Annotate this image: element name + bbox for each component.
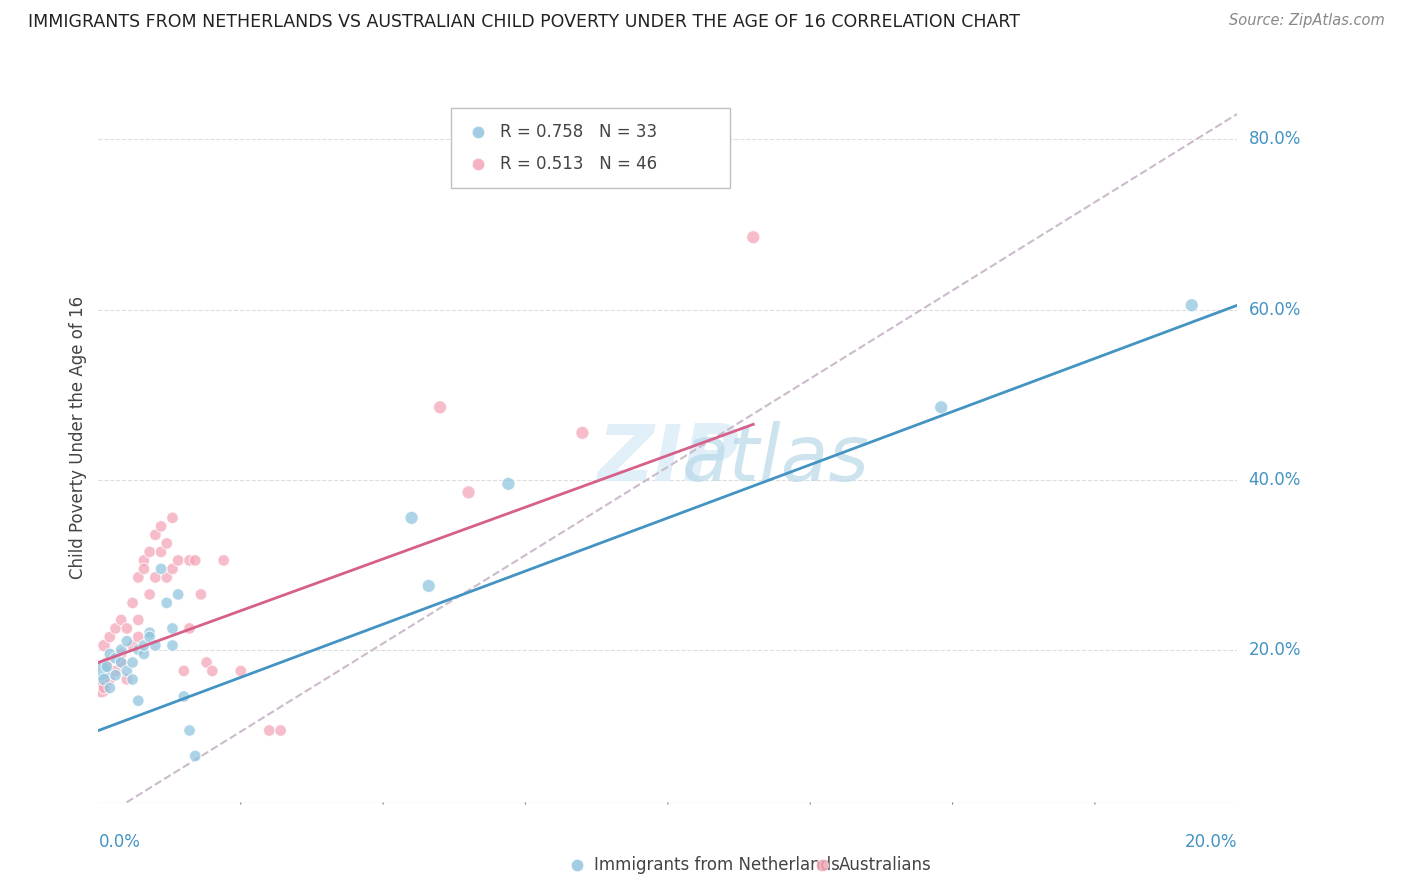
Point (156, 596, 179, 610)
Point (121, 656, 143, 670)
Point (571, 425, 593, 440)
Point (156, 570, 179, 584)
Point (98, 647, 121, 661)
Point (96, 659, 118, 673)
Point (138, 545, 160, 559)
Point (93, 681, 115, 695)
Point (1181, 298, 1204, 312)
Point (121, 596, 143, 610)
Point (742, 230, 765, 244)
Text: R = 0.758   N = 33: R = 0.758 N = 33 (501, 123, 658, 141)
Point (162, 622, 184, 636)
Text: 80.0%: 80.0% (1249, 130, 1301, 148)
Point (110, 656, 132, 670)
Point (156, 536, 179, 550)
Text: atlas: atlas (682, 421, 870, 497)
Y-axis label: Child Poverty Under the Age of 16: Child Poverty Under the Age of 16 (69, 295, 87, 579)
Point (179, 553, 201, 567)
Point (110, 656, 132, 670)
Text: IMMIGRANTS FROM NETHERLANDS VS AUSTRALIAN CHILD POVERTY UNDER THE AGE OF 16 CORR: IMMIGRANTS FROM NETHERLANDS VS AUSTRALIA… (28, 13, 1021, 31)
FancyBboxPatch shape (451, 108, 731, 188)
Text: 20.0%: 20.0% (1185, 833, 1237, 851)
Point (121, 673, 143, 687)
Point (127, 570, 149, 584)
Point (145, 570, 167, 584)
Point (127, 630, 149, 644)
Point (104, 668, 127, 682)
Point (121, 639, 143, 653)
Point (150, 545, 173, 559)
Point (132, 562, 155, 576)
Point (167, 587, 190, 601)
Point (104, 664, 127, 678)
Point (115, 634, 138, 648)
Point (115, 622, 138, 636)
Point (167, 553, 190, 567)
Point (498, 476, 520, 491)
Text: 20.0%: 20.0% (1249, 640, 1301, 658)
Text: 40.0%: 40.0% (1249, 471, 1301, 489)
Point (115, 664, 138, 678)
Point (132, 647, 155, 661)
Point (104, 622, 127, 636)
Point (138, 630, 160, 644)
Point (115, 673, 138, 687)
Point (195, 656, 218, 670)
Point (98, 681, 121, 695)
Point (173, 690, 195, 704)
Point (132, 553, 155, 567)
Text: 60.0%: 60.0% (1249, 301, 1301, 318)
Point (429, 401, 451, 415)
Point (162, 562, 184, 576)
Point (98, 630, 121, 644)
Point (145, 639, 167, 653)
Point (184, 749, 207, 764)
Point (401, 511, 423, 525)
Point (127, 694, 149, 708)
Point (201, 664, 224, 678)
Point (190, 587, 212, 601)
Point (179, 622, 201, 636)
Point (138, 587, 160, 601)
Point (212, 553, 235, 567)
Point (90, 681, 112, 695)
Point (96, 656, 118, 670)
Point (929, 401, 952, 415)
Text: 0.0%: 0.0% (98, 833, 141, 851)
Point (127, 613, 149, 627)
Point (110, 613, 132, 627)
Point (145, 528, 167, 542)
Point (98, 673, 121, 687)
Point (90, 664, 112, 678)
Point (110, 647, 132, 661)
Point (93, 673, 115, 687)
Point (162, 639, 184, 653)
Point (104, 651, 127, 665)
Text: R = 0.513   N = 46: R = 0.513 N = 46 (501, 155, 658, 173)
Point (162, 511, 184, 525)
Point (418, 579, 440, 593)
Point (110, 642, 132, 657)
Point (270, 723, 292, 738)
Text: Australians: Australians (839, 856, 931, 874)
Text: Immigrants from Netherlands: Immigrants from Netherlands (593, 856, 839, 874)
Point (138, 625, 160, 640)
Point (132, 639, 155, 653)
Point (150, 562, 173, 576)
Point (93, 639, 115, 653)
Point (150, 519, 173, 533)
Point (229, 664, 252, 678)
Point (457, 485, 479, 500)
Point (259, 723, 281, 738)
Text: ZIP: ZIP (596, 421, 740, 497)
Text: Source: ZipAtlas.com: Source: ZipAtlas.com (1229, 13, 1385, 29)
Point (184, 553, 207, 567)
Point (173, 664, 195, 678)
Point (179, 723, 201, 738)
Point (127, 642, 149, 657)
